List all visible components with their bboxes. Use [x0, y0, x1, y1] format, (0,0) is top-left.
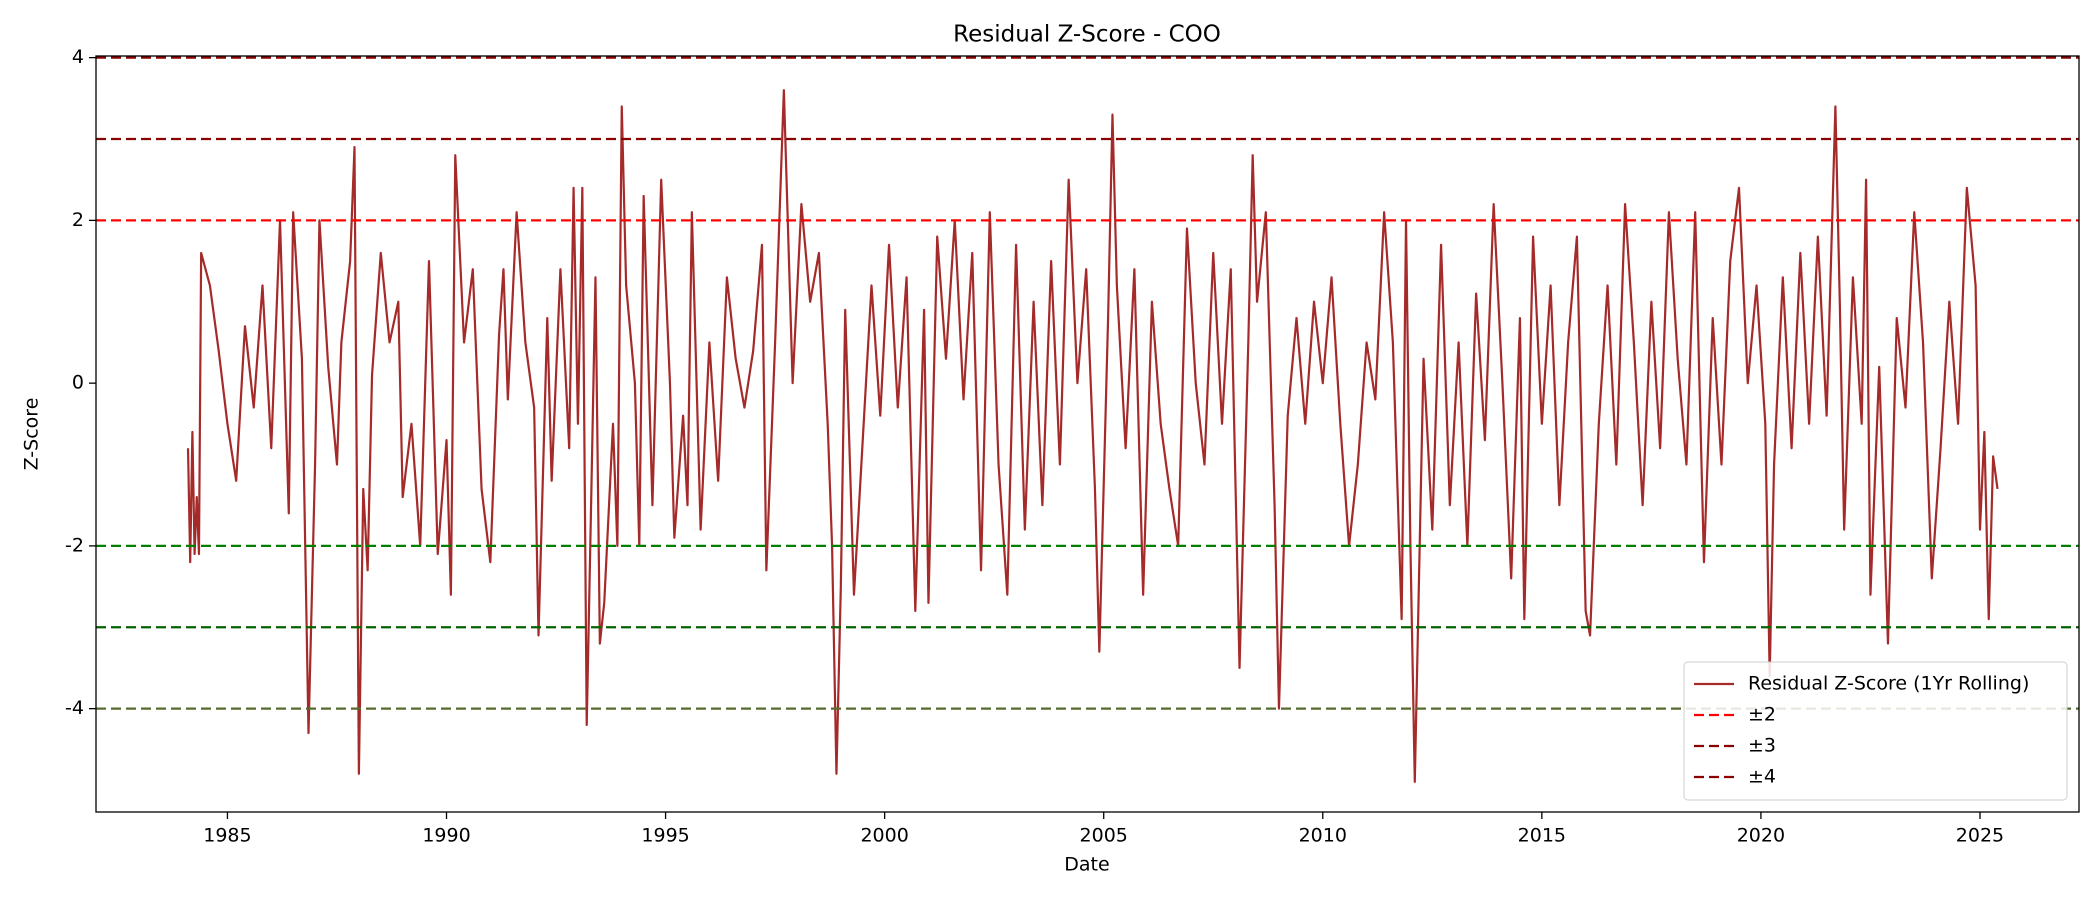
y-tick-label: 0 — [72, 372, 84, 394]
y-tick-label: -4 — [65, 697, 84, 719]
legend-label: ±3 — [1748, 735, 1776, 757]
x-tick-label: 2020 — [1737, 825, 1785, 847]
y-tick-label: 4 — [72, 46, 84, 68]
x-tick-label: 2015 — [1518, 825, 1566, 847]
x-tick-label: 1995 — [641, 825, 689, 847]
x-tick-label: 2025 — [1956, 825, 2004, 847]
y-tick-label: 2 — [72, 209, 84, 231]
legend-box — [1683, 661, 2068, 801]
plot-frame — [95, 55, 2080, 813]
x-tick-label: 2000 — [860, 825, 908, 847]
x-tick-label: 1985 — [203, 825, 251, 847]
plot-area — [96, 56, 2079, 783]
legend-label: Residual Z-Score (1Yr Rolling) — [1748, 673, 2029, 695]
y-axis-label: Z-Score — [21, 398, 43, 471]
x-tick-label: 2005 — [1080, 825, 1128, 847]
x-tick-label: 2010 — [1299, 825, 1347, 847]
y-tick-label: -2 — [65, 534, 84, 556]
x-axis-label: Date — [1064, 854, 1109, 876]
legend-label: ±4 — [1748, 766, 1776, 788]
chart-title: Residual Z-Score - COO — [953, 22, 1221, 48]
legend-label: ±2 — [1748, 704, 1776, 726]
data-line — [186, 89, 1999, 783]
x-tick-label: 1990 — [422, 825, 470, 847]
